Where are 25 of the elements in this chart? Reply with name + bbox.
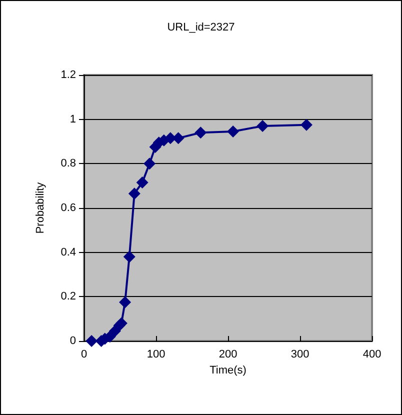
x-tick-label: 200 bbox=[218, 348, 238, 360]
point bbox=[136, 176, 148, 189]
x-tick-label: 0 bbox=[80, 348, 88, 360]
point bbox=[119, 296, 132, 308]
point bbox=[144, 158, 156, 170]
chart-title: URL_id=2327 bbox=[167, 22, 235, 34]
y-tick-label: 1.2 bbox=[60, 69, 76, 81]
y-tick-label: 0.4 bbox=[60, 246, 76, 258]
point bbox=[300, 118, 312, 131]
point bbox=[128, 188, 140, 200]
point bbox=[86, 335, 98, 347]
y-tick-label: 0.8 bbox=[60, 158, 76, 170]
y-tick-label: 0 bbox=[70, 335, 76, 347]
y-axis-title: Probability bbox=[34, 182, 46, 234]
y-tick-label: 0.2 bbox=[60, 290, 76, 303]
y-tick-label: 0.6 bbox=[60, 202, 76, 214]
x-tick-label: 100 bbox=[146, 348, 166, 360]
point bbox=[194, 126, 207, 139]
x-tick-label: 400 bbox=[362, 348, 382, 360]
y-tick-label: 1 bbox=[70, 113, 76, 126]
x-tick-label: 300 bbox=[290, 348, 310, 360]
x-axis-title: Time(s) bbox=[210, 364, 246, 376]
point bbox=[123, 250, 136, 263]
point bbox=[227, 126, 240, 138]
point bbox=[256, 120, 269, 132]
